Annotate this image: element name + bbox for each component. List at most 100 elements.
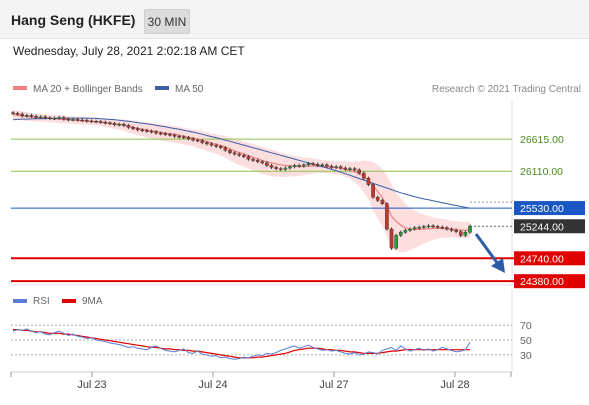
level-labels: 26615.00 26110.00 25530.00 25244.00 24740.00…: [514, 134, 585, 289]
candle-body-94: [445, 227, 449, 230]
candle-body-38: [186, 137, 191, 139]
rsi-legend-swatch: [13, 299, 27, 303]
candle-body-39: [191, 138, 195, 141]
candle-body-57: [274, 167, 278, 169]
candle-body-58: [278, 168, 283, 170]
x-tick-label-0: Jul 23: [77, 379, 106, 391]
candle-body-21: [108, 122, 112, 125]
candle-body-98: [463, 232, 468, 236]
candle-body-67: [320, 164, 325, 167]
candle-body-44: [214, 144, 218, 147]
candle-body-24: [121, 123, 126, 126]
candle-body-65: [311, 163, 315, 165]
rsi-line: [12, 328, 471, 360]
ma50-line: [12, 117, 471, 209]
candle-body-93: [440, 226, 445, 229]
copyright-label: Research © 2021 Trading Central: [432, 84, 581, 95]
level-label-0: 26615.00: [520, 134, 564, 146]
candle-body-82: [389, 228, 394, 249]
candle-body-28: [140, 129, 145, 132]
candle-body-20: [103, 122, 108, 124]
candle-body-46: [223, 147, 228, 151]
level-label-bg-2: [514, 201, 585, 216]
candle-body-26: [131, 127, 135, 129]
candle-body-63: [302, 164, 306, 167]
candle-body-64: [306, 163, 311, 166]
candle-body-5: [34, 116, 38, 118]
level-label-1: 26110.00: [520, 166, 563, 178]
candle-body-41: [200, 140, 205, 143]
candle-body-13: [71, 119, 75, 121]
x-tick-label-2: Jul 27: [319, 379, 348, 391]
candle-body-52: [251, 158, 255, 161]
candle-body-29: [145, 130, 149, 132]
candle-body-71: [338, 166, 343, 169]
candle-body-81: [385, 203, 389, 230]
candle-body-4: [29, 115, 34, 117]
candle-body-25: [126, 125, 131, 128]
candle-body-75: [357, 169, 362, 174]
ma20-legend-label: MA 20 + Bollinger Bands: [33, 84, 143, 95]
rsi-tick-label-1: 50: [520, 335, 532, 347]
bollinger-bands: [13, 110, 470, 252]
candle-body-2: [20, 113, 25, 117]
candle-body-42: [205, 142, 209, 145]
candle-body-40: [195, 139, 200, 142]
candle-body-50: [242, 155, 246, 157]
candle-body-14: [75, 119, 80, 121]
level-label-5: 24380.00: [520, 276, 564, 288]
candle-body-37: [181, 136, 186, 139]
x-axis: Jul 23 Jul 24 Jul 27 Jul 28: [10, 372, 512, 391]
candle-body-34: [168, 134, 172, 136]
candle-body-6: [38, 116, 43, 119]
candle-body-88: [417, 226, 422, 229]
rsi-panel: 70 50 30: [11, 320, 532, 362]
candle-body-45: [218, 146, 223, 148]
chart-header: Hang Seng (HKFE) 30 MIN: [0, 0, 589, 39]
level-label-3: 25244.00: [520, 221, 564, 233]
x-tick-label-3: Jul 28: [440, 379, 469, 391]
forecast-arrow-icon: [474, 233, 505, 273]
candle-body-43: [209, 143, 214, 146]
x-tick-label-1: Jul 24: [198, 379, 227, 391]
candle-body-51: [246, 156, 251, 160]
candle-body-32: [158, 132, 163, 135]
candle-body-85: [403, 230, 408, 233]
candle-body-79: [375, 197, 380, 201]
ma20-line: [12, 114, 471, 231]
candle-body-49: [237, 153, 241, 156]
candle-body-84: [398, 232, 403, 236]
candle-body-8: [48, 117, 52, 120]
candle-body-60: [288, 166, 292, 169]
candle-body-78: [371, 184, 375, 198]
candle-body-86: [408, 228, 412, 231]
candle-body-83: [394, 235, 398, 249]
candle-body-74: [352, 168, 357, 171]
rsi-tick-label-2: 30: [520, 350, 532, 362]
ma50-legend-swatch: [155, 86, 169, 90]
ma50-legend-label: MA 50: [175, 84, 204, 95]
candle-body-11: [61, 117, 66, 120]
rsi-tick-label-0: 70: [520, 320, 532, 332]
candle-body-18: [94, 121, 98, 123]
candle-body-70: [334, 166, 338, 168]
level-label-bg-3: [514, 219, 585, 234]
rsi-legend-label: RSI: [33, 296, 50, 307]
level-label-bg-5: [514, 274, 585, 289]
level-label-2: 25530.00: [520, 203, 564, 215]
timeframe-button[interactable]: 30 MIN: [144, 9, 190, 34]
candle-body-9: [52, 117, 57, 120]
candle-body-66: [315, 164, 320, 166]
candle-body-59: [283, 167, 288, 170]
candle-body-87: [412, 227, 417, 230]
price-levels: [11, 138, 585, 283]
instrument-title: Hang Seng (HKFE): [11, 12, 136, 28]
candle-body-12: [66, 118, 71, 121]
candle-body-99: [468, 226, 472, 233]
candle-body-47: [228, 150, 232, 153]
candle-body-69: [329, 165, 334, 168]
candle-body-1: [15, 113, 20, 115]
candle-body-55: [265, 162, 269, 166]
candle-body-61: [292, 165, 297, 167]
level-label-bg-4: [514, 251, 585, 266]
